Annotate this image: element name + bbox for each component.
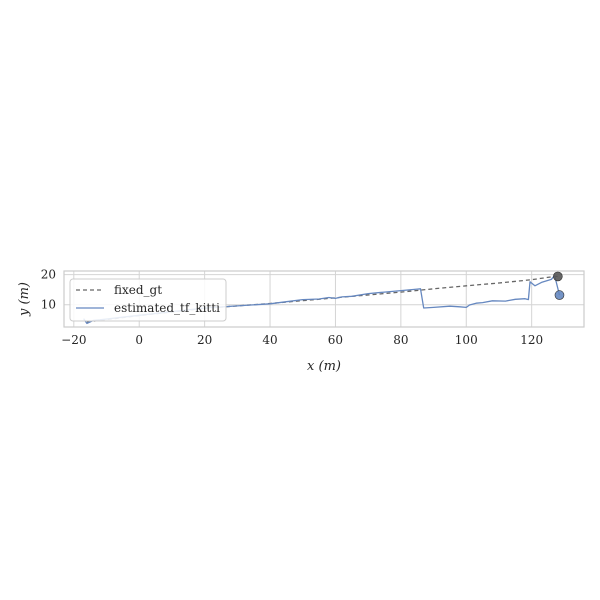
x-tick-label: 60 xyxy=(328,333,343,347)
x-axis-label: x (m) xyxy=(307,359,341,374)
legend-fixed-gt-label: fixed_gt xyxy=(114,283,162,297)
y-tick-label: 20 xyxy=(41,268,56,282)
series-line-estimated-tf-kitti xyxy=(83,274,561,325)
end-marker-estimated-tf-kitti xyxy=(554,290,565,300)
legend: fixed_gt estimated_tf_kitti xyxy=(69,278,227,322)
x-tick-label: −20 xyxy=(61,333,86,347)
end-marker-fixed-gt xyxy=(553,271,563,282)
y-tick-labels: 10 20 xyxy=(41,268,56,312)
x-tick-label: 20 xyxy=(197,333,212,347)
x-tick-label: 100 xyxy=(455,333,478,347)
legend-estimated-label: estimated_tf_kitti xyxy=(114,301,220,315)
x-tick-labels: −20 0 20 40 60 80 100 120 xyxy=(61,333,543,347)
y-axis-label: y (m) xyxy=(17,282,32,317)
x-tick-label: 0 xyxy=(135,333,143,347)
plot-frame xyxy=(63,270,585,328)
x-tick-label: 80 xyxy=(393,333,408,347)
x-tick-label: 40 xyxy=(262,333,277,347)
legend-box xyxy=(69,278,227,322)
y-tick-label: 10 xyxy=(41,298,56,312)
x-tick-label: 120 xyxy=(520,333,543,347)
